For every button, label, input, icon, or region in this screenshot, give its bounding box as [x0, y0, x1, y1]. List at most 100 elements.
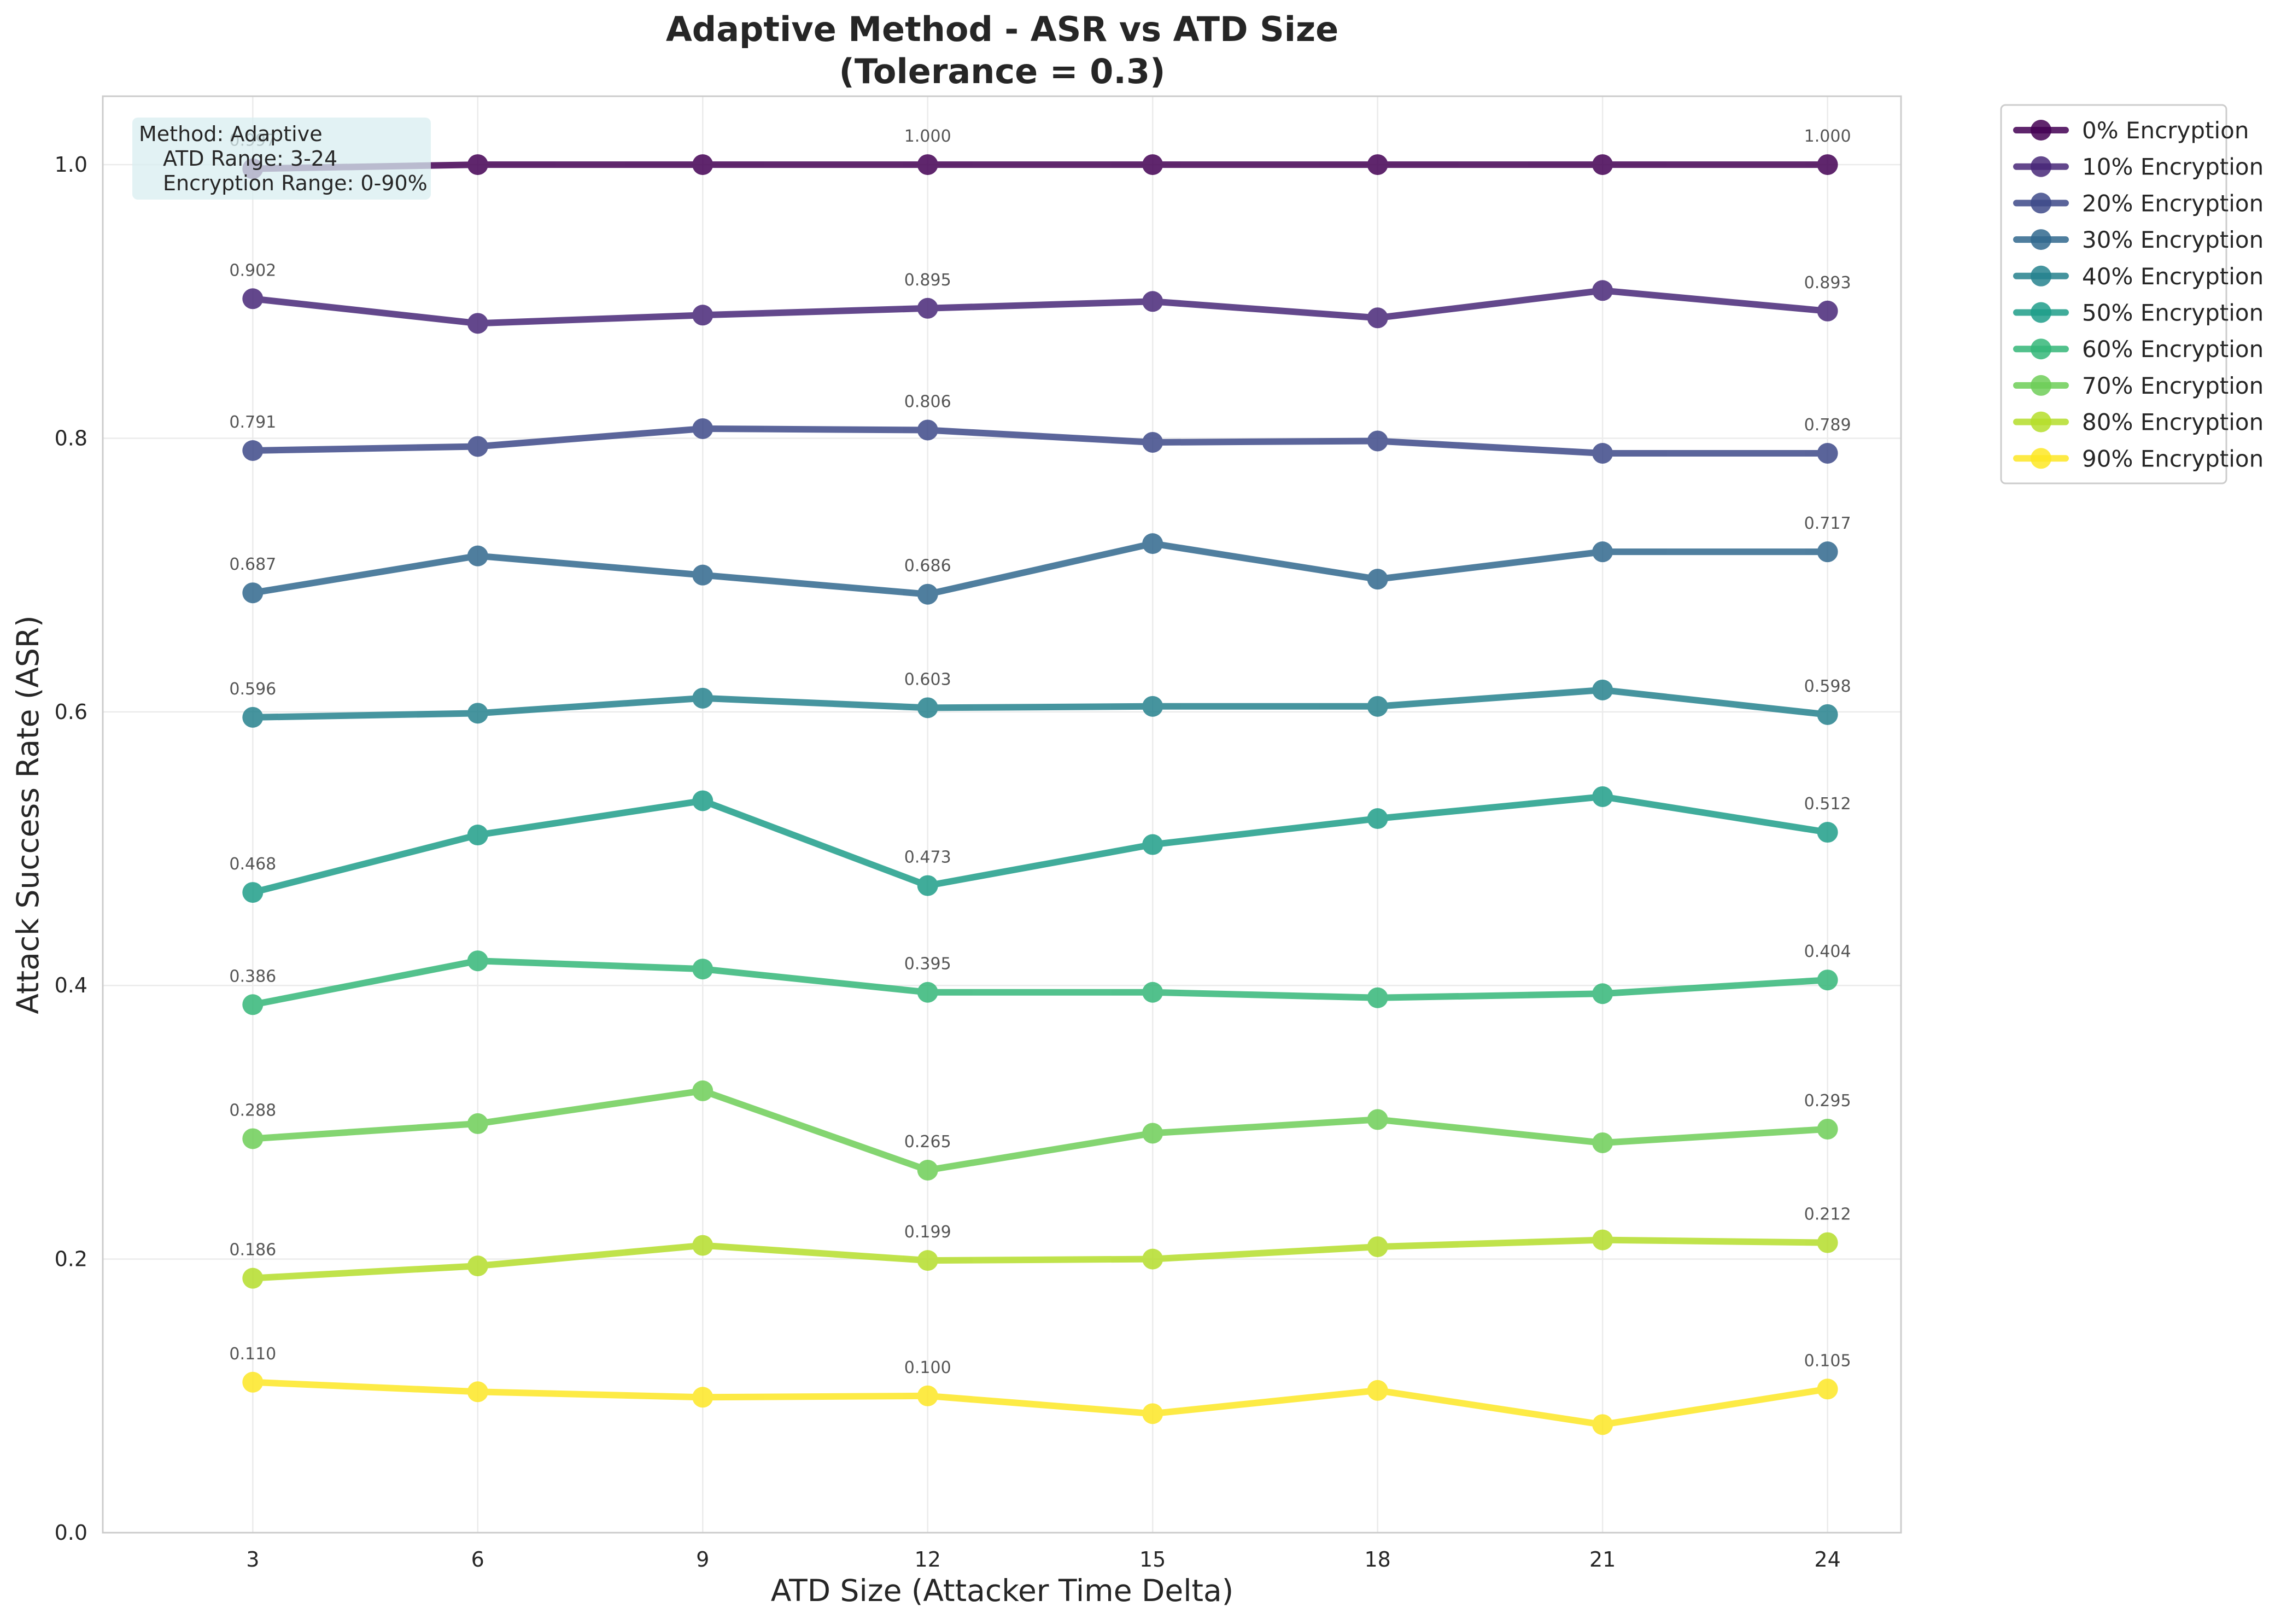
legend-item: 50% Encryption: [2013, 300, 2264, 326]
data-label: 0.404: [1804, 942, 1851, 961]
legend-item: 30% Encryption: [2013, 226, 2264, 253]
series-line: [249, 540, 1831, 598]
data-point: [1367, 1236, 1388, 1258]
data-point: [467, 703, 488, 724]
y-tick-label: 0.6: [55, 700, 87, 724]
data-label: 0.386: [229, 967, 276, 986]
legend-item: 90% Encryption: [2013, 445, 2264, 472]
y-tick-label: 0.0: [55, 1521, 87, 1545]
data-point: [1592, 154, 1613, 176]
data-point: [1592, 442, 1613, 464]
data-point: [1142, 533, 1163, 554]
data-point: [917, 875, 938, 896]
data-point: [467, 1255, 488, 1277]
legend: 0% Encryption 10% Encryption 20% Encryptio…: [2000, 104, 2264, 484]
data-point: [692, 1080, 713, 1101]
legend-swatch-marker: [2031, 120, 2051, 141]
data-point: [917, 1159, 938, 1181]
info-box: Method: Adaptive ATD Range: 3-24 Encrypt…: [132, 118, 431, 200]
data-point: [1592, 541, 1613, 563]
data-label: 0.902: [229, 261, 276, 280]
data-point: [1817, 1118, 1838, 1140]
series-6: [242, 950, 1838, 1015]
series-line: [249, 161, 1831, 172]
data-label: 0.789: [1804, 416, 1851, 435]
tick-labels: 3 6 9 12 15 18 21 24 0.0 0.2 0.4 0.6 0.8 1.0: [55, 153, 1841, 1572]
data-point: [1592, 1414, 1613, 1435]
data-point: [1142, 154, 1163, 176]
data-label: 1.000: [1804, 127, 1851, 146]
data-point: [1142, 1248, 1163, 1270]
data-point: [1367, 1380, 1388, 1401]
x-tick-label: 6: [471, 1547, 484, 1572]
x-tick-label: 9: [696, 1547, 709, 1572]
data-point: [1367, 808, 1388, 829]
data-point: [242, 1371, 264, 1393]
series-2: [242, 418, 1838, 464]
data-point: [242, 582, 264, 604]
data-point: [917, 154, 938, 176]
data-label: 0.288: [229, 1101, 276, 1120]
legend-label: 90% Encryption: [2082, 445, 2264, 472]
data-point: [1367, 307, 1388, 329]
data-point: [467, 950, 488, 972]
legend-label: 80% Encryption: [2082, 409, 2264, 436]
legend-item: 70% Encryption: [2013, 372, 2264, 399]
legend-swatch-marker: [2031, 192, 2051, 214]
data-point: [1142, 696, 1163, 717]
info-line-encryption-range: Encryption Range: 0-90%: [163, 171, 428, 195]
data-point: [242, 1128, 264, 1149]
series-1: [242, 280, 1838, 334]
legend-item: 80% Encryption: [2013, 409, 2264, 436]
data-label: 0.596: [229, 680, 276, 699]
data-point: [692, 1387, 713, 1408]
data-point: [1592, 1229, 1613, 1251]
data-point: [917, 982, 938, 1003]
data-point: [917, 297, 938, 319]
data-label: 0.512: [1804, 795, 1851, 814]
data-point: [692, 418, 713, 439]
legend-swatch-marker: [2031, 375, 2051, 396]
data-label: 0.598: [1804, 677, 1851, 696]
data-label: 0.603: [904, 670, 951, 689]
x-tick-label: 15: [1139, 1547, 1166, 1572]
data-label: 0.806: [904, 392, 951, 411]
data-point: [1142, 834, 1163, 855]
data-point: [1817, 1378, 1838, 1400]
legend-label: 40% Encryption: [2082, 263, 2264, 290]
data-point: [692, 305, 713, 326]
data-point: [1817, 154, 1838, 176]
data-label: 0.186: [229, 1241, 276, 1260]
series-layer: [242, 154, 1838, 1435]
legend-label: 30% Encryption: [2082, 226, 2264, 253]
series-4: [242, 679, 1838, 728]
series-line: [249, 1378, 1831, 1428]
data-point: [1817, 1232, 1838, 1253]
data-point: [467, 1381, 488, 1403]
data-point: [1367, 696, 1388, 717]
info-box-background: [132, 118, 431, 200]
x-axis-label: ATD Size (Attacker Time Delta): [771, 1573, 1233, 1608]
x-tick-label: 21: [1589, 1547, 1616, 1572]
data-label: 0.212: [1804, 1205, 1851, 1224]
legend-swatch-marker: [2031, 338, 2051, 360]
data-point: [917, 1385, 938, 1406]
data-label: 0.687: [229, 555, 276, 574]
legend-item: 40% Encryption: [2013, 263, 2264, 290]
data-label: 0.199: [904, 1223, 951, 1242]
data-point: [1142, 1123, 1163, 1144]
data-point: [1817, 442, 1838, 464]
data-point: [692, 154, 713, 176]
data-point: [1367, 1109, 1388, 1130]
data-label: 0.893: [1804, 273, 1851, 293]
data-point: [467, 545, 488, 566]
data-point: [692, 959, 713, 980]
data-point: [467, 436, 488, 457]
x-tick-label: 3: [246, 1547, 259, 1572]
data-point: [1592, 786, 1613, 807]
series-line: [249, 287, 1831, 327]
data-point: [467, 154, 488, 176]
data-label: 0.791: [229, 413, 276, 432]
legend-label: 10% Encryption: [2082, 154, 2264, 180]
